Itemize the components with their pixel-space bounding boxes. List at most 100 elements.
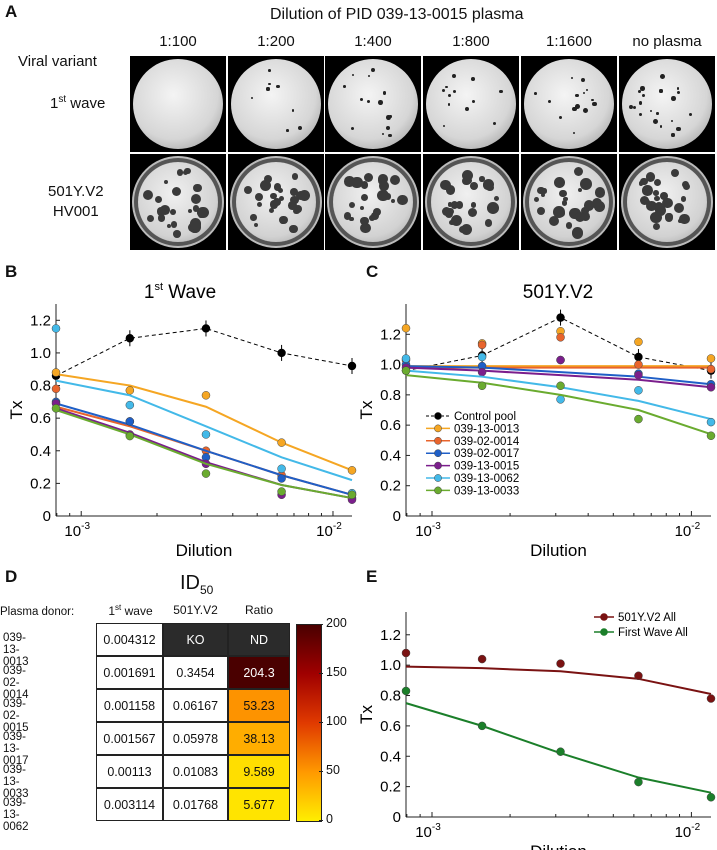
plaque [583,200,595,212]
plaque [441,206,452,217]
donor-label: 039-02-0015 [3,698,29,734]
plaque [279,215,288,225]
plaque [653,190,659,196]
variant-cell: 0.06167 [163,689,228,722]
dish-plate [133,59,223,149]
plaque [198,211,205,218]
control-pool-line [55,327,353,377]
dish-plate [138,162,218,242]
plaque [561,200,568,206]
series-point [556,747,565,756]
row1-label-rest: wave [66,95,106,112]
plaque [628,104,633,110]
dish-plate [426,59,516,149]
plaque [343,85,346,88]
y-tick-label: 1.0 [30,345,51,362]
plaque [448,219,455,226]
col-header-501y-v2: 501Y.V2 [173,603,218,617]
series-point [706,417,716,427]
series-point [477,381,487,391]
plaque [659,191,668,200]
plaque [671,96,676,101]
series-point [634,386,643,395]
plaque [278,195,285,202]
plaque [580,77,585,82]
plaque [662,197,673,209]
well-501y-v2 [521,154,617,250]
plaque [585,88,589,92]
plaque [274,183,282,191]
panel-label-b: B [5,262,18,281]
col1-main: 1 [108,604,116,618]
plaque [637,89,641,93]
series-point [277,487,286,496]
y-tick-label: 1.2 [380,627,401,644]
plaque [191,194,202,205]
colorbar-tick-label: 200 [326,616,347,630]
legend-marker [434,486,442,495]
plaque [484,218,493,227]
well-first-wave [619,56,715,152]
plaque [653,119,659,125]
legend-marker [434,436,442,445]
series-point [477,654,487,664]
plaque [446,185,456,195]
y-tick-label: 1.2 [380,326,401,343]
plaque [369,215,376,222]
plaque [447,103,451,106]
series-point [347,466,357,475]
plaque [571,227,584,239]
id50-title-main: ID [180,572,200,594]
plaque [688,113,692,117]
dilution-label: no plasma [632,33,702,50]
plaque [192,204,200,212]
plaque [462,176,471,186]
plaque [389,115,392,118]
x-axis-label: Dilution [176,541,233,560]
well-501y-v2 [619,154,715,250]
first-wave-row-label: 1st wave [50,94,105,112]
y-tick-label: 1.0 [380,357,401,374]
plaque [154,195,162,204]
chart-c-title: 501Y.V2 [523,282,593,303]
series-point [477,340,487,350]
series-point [201,391,211,400]
colorbar-tick [319,820,323,821]
plaque [448,202,453,207]
plaque [289,188,298,196]
plaque [360,205,365,210]
plaque [451,73,456,78]
dilution-label: 1:100 [159,33,197,50]
plaque [583,107,589,113]
plaque [547,99,552,104]
y-tick-label: 0.2 [380,779,401,796]
plaque [156,207,165,216]
x-tick-base: 10 [316,523,333,540]
legend-marker [600,628,608,636]
plaque [355,181,360,186]
row2-label-line2: HV001 [52,203,99,220]
plaque [397,194,408,206]
plaque [541,188,548,194]
series-fit-line [405,665,712,695]
legend-marker [434,461,442,470]
well-501y-v2 [130,154,226,250]
plaque [652,222,661,231]
plaque [349,216,354,222]
plaque [298,190,310,202]
series-point [477,367,487,377]
dish-plate [333,162,413,242]
series-point [556,381,565,391]
plaque [553,177,565,188]
x-tick-label: 10-2 [675,521,701,540]
plaque [460,223,473,236]
series-point [125,386,135,395]
well-first-wave [130,56,226,152]
series-point [634,337,643,347]
plaque [653,178,662,187]
plaque [391,198,396,203]
plaque [379,181,389,191]
y-axis-label: Tx [358,400,376,419]
first-wave-cell: 0.003114 [96,788,163,821]
well-501y-v2 [228,154,324,250]
